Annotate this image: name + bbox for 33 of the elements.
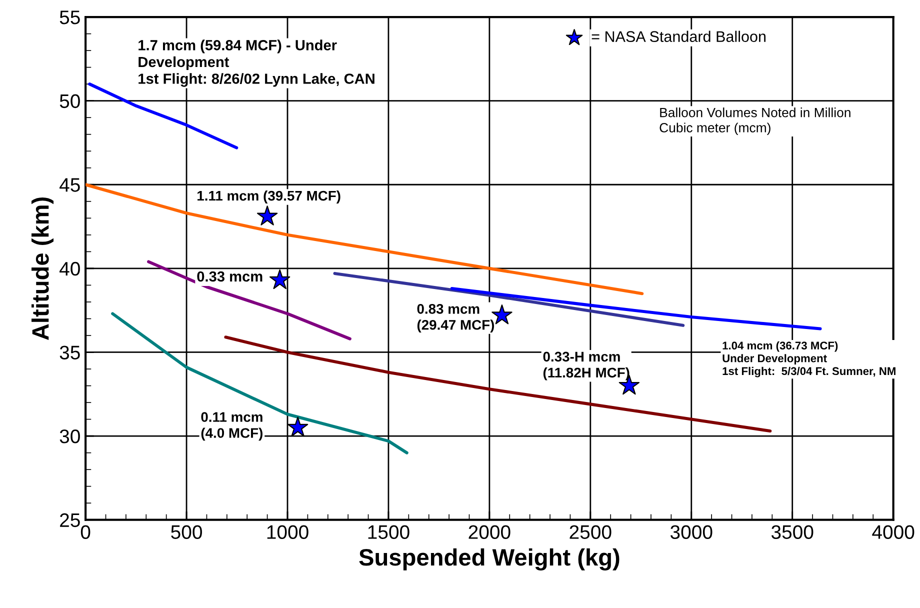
point	[256, 206, 278, 226]
x-tick-label: 3000	[670, 525, 712, 539]
x-tick-label: 4000	[872, 525, 914, 539]
y-tick-label: 50	[60, 94, 80, 108]
y-tick-label: 35	[60, 346, 80, 360]
y-tick-label: 40	[60, 262, 80, 276]
x-tick-label: 2500	[570, 525, 612, 539]
y-tick-label: 30	[60, 430, 80, 444]
y-tick-label: 25	[60, 513, 80, 528]
annotation: 1.11 mcm (39.57 MCF)	[198, 190, 340, 204]
y-axis-title: Altitude (km)	[32, 197, 54, 340]
x-tick-label: 3500	[771, 525, 814, 539]
annotation: 0.83 mcm (29.47 MCF)	[417, 304, 494, 333]
annotation: Balloon Volumes Noted in Million Cubic meter (mcm)	[660, 108, 850, 135]
annotation: 1.7 mcm (59.84 MCF) - Under Development 1st Flight: 8/26/02 Lynn Lake, CAN	[138, 40, 374, 87]
x-axis-title: Suspended Weight (kg)	[359, 548, 620, 570]
annotation: 0.33-H mcm (11.82H MCF)	[543, 352, 630, 380]
x-tick-label: 2000	[468, 525, 510, 539]
annotation: 0.11 mcm (4.0 MCF)	[201, 412, 262, 441]
x-tick-label: 1000	[267, 525, 308, 539]
x-tick-label: 0	[80, 525, 90, 539]
y-tick-label: 55	[60, 10, 80, 24]
line-series	[111, 312, 408, 454]
point	[269, 269, 290, 290]
x-tick-label: 500	[171, 525, 202, 539]
x-tick-label: 1500	[368, 525, 410, 539]
line-series	[147, 260, 352, 340]
annotation: 1.04 mcm (36.73 MCF) Under Development 1st Flight: 5/3/04 Ft. Sumner, NM	[722, 341, 896, 378]
y-tick-label: 45	[60, 178, 80, 192]
legend-label: = NASA Standard Balloon	[592, 30, 766, 42]
line-series	[86, 183, 644, 296]
point	[287, 416, 308, 437]
annotation: 0.33 mcm	[197, 271, 262, 282]
